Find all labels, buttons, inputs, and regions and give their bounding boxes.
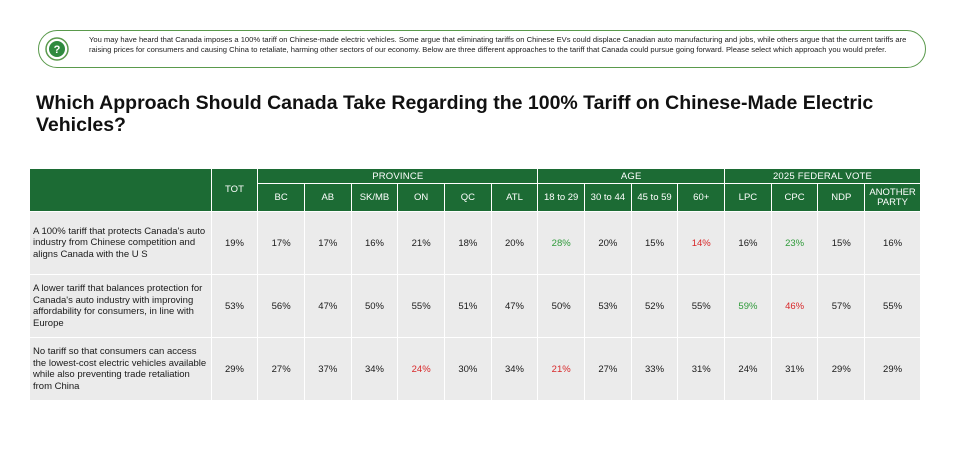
table-cell: 21% [537,337,586,401]
table-cell: 34% [350,337,399,401]
column-header: 18 to 29 [537,183,586,212]
table-cell: 52% [630,274,679,338]
column-header: BC [257,183,305,212]
row-label: A lower tariff that balances protection … [29,274,212,338]
column-header: 30 to 44 [584,183,632,212]
table-cell: 24% [724,337,772,401]
column-header: ATL [490,183,539,212]
table-cell: 21% [397,211,445,275]
table-cell: 15% [630,211,679,275]
table-cell: 50% [537,274,586,338]
table-cell: 29% [210,337,259,401]
results-table: TOT PROVINCE AGE 2025 FEDERAL VOTE BC AB… [29,168,921,401]
table-cell: 29% [817,337,866,401]
province-header: PROVINCE [257,168,539,184]
table-cell: 16% [350,211,399,275]
table-cell: 55% [677,274,726,338]
column-header: 45 to 59 [630,183,679,212]
tot-header: TOT [210,168,259,212]
table-cell: 59% [724,274,772,338]
table-cell: 20% [584,211,632,275]
table-cell: 47% [303,274,352,338]
table-cell: 29% [864,337,921,401]
question-note: ? You may have heard that Canada imposes… [38,30,926,68]
column-header: SK/MB [350,183,399,212]
table-cell: 53% [584,274,632,338]
table-cell: 56% [257,274,305,338]
table-cell: 50% [350,274,399,338]
column-header: ON [397,183,445,212]
table-cell: 37% [303,337,352,401]
table-cell: 55% [397,274,445,338]
table-cell: 20% [490,211,539,275]
table-cell: 53% [210,274,259,338]
column-header: CPC [770,183,819,212]
column-header: NDP [817,183,866,212]
table-cell: 33% [630,337,679,401]
table-cell: 23% [770,211,819,275]
row-label: No tariff so that consumers can access t… [29,337,212,401]
table-row: A lower tariff that balances protection … [29,274,921,338]
column-header: 60+ [677,183,726,212]
table-cell: 15% [817,211,866,275]
table-cell: 16% [864,211,921,275]
question-text: You may have heard that Canada imposes a… [89,35,907,54]
table-cell: 27% [584,337,632,401]
table-cell: 30% [443,337,492,401]
table-cell: 24% [397,337,445,401]
vote-header: 2025 FEDERAL VOTE [724,168,921,184]
table-cell: 34% [490,337,539,401]
column-header: QC [443,183,492,212]
svg-text:?: ? [54,44,61,56]
row-label: A 100% tariff that protects Canada's aut… [29,211,212,275]
table-row: A 100% tariff that protects Canada's aut… [29,211,921,275]
table-cell: 14% [677,211,726,275]
table-cell: 57% [817,274,866,338]
table-cell: 16% [724,211,772,275]
column-header: LPC [724,183,772,212]
table-cell: 47% [490,274,539,338]
table-cell: 18% [443,211,492,275]
table-cell: 55% [864,274,921,338]
column-header: ANOTHER PARTY [864,183,921,212]
table-cell: 27% [257,337,305,401]
table-cell: 19% [210,211,259,275]
table-row: No tariff so that consumers can access t… [29,337,921,401]
age-header: AGE [537,168,726,184]
table-cell: 17% [257,211,305,275]
table-cell: 46% [770,274,819,338]
question-icon: ? [45,37,69,61]
table-cell: 28% [537,211,586,275]
table-cell: 17% [303,211,352,275]
page-title: Which Approach Should Canada Take Regard… [36,92,874,136]
table-cell: 31% [677,337,726,401]
column-header: AB [303,183,352,212]
table-cell: 31% [770,337,819,401]
row-label-header [29,168,212,212]
table-cell: 51% [443,274,492,338]
